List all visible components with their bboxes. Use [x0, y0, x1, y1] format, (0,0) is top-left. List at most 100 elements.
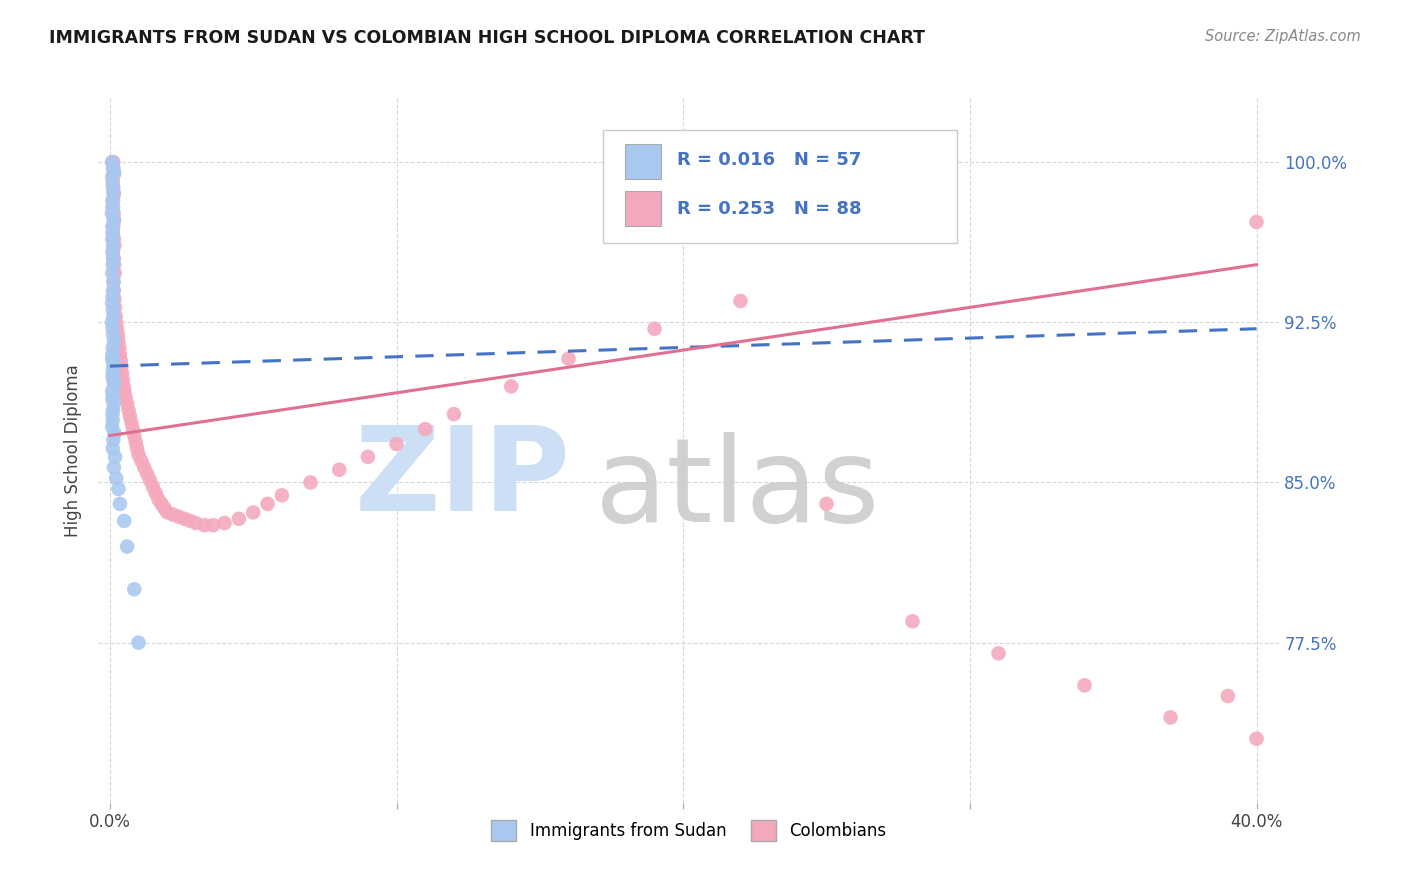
Y-axis label: High School Diploma: High School Diploma — [65, 364, 83, 537]
Point — [101, 322, 124, 336]
Point — [901, 615, 924, 629]
Point — [202, 518, 225, 533]
Point — [103, 232, 125, 246]
Point — [101, 206, 124, 220]
Point — [443, 407, 465, 421]
Point — [103, 166, 125, 180]
Point — [128, 635, 150, 649]
Point — [1160, 710, 1182, 724]
Point — [101, 420, 124, 434]
Point — [193, 518, 215, 533]
Point — [101, 155, 124, 169]
Point — [105, 315, 128, 329]
Point — [118, 409, 141, 424]
Point — [114, 390, 136, 404]
Point — [103, 334, 125, 349]
Point — [214, 516, 236, 530]
Point — [101, 170, 124, 185]
Point — [101, 174, 124, 188]
Point — [103, 252, 125, 266]
Point — [150, 497, 173, 511]
Point — [730, 293, 752, 308]
Point — [103, 377, 125, 392]
Point — [101, 442, 124, 456]
Point — [103, 161, 125, 176]
Point — [256, 497, 278, 511]
Point — [128, 448, 150, 462]
Point — [101, 403, 124, 417]
Point — [105, 322, 128, 336]
Point — [139, 474, 162, 488]
Point — [110, 360, 132, 375]
Point — [108, 497, 131, 511]
Point — [242, 505, 264, 519]
Point — [162, 508, 184, 522]
Point — [103, 283, 125, 297]
Point — [117, 403, 139, 417]
Point — [112, 384, 135, 398]
Point — [299, 475, 322, 490]
Point — [228, 512, 250, 526]
Point — [1246, 731, 1268, 746]
Point — [1216, 689, 1239, 703]
Point — [115, 540, 138, 554]
Point — [104, 301, 127, 315]
Point — [103, 181, 125, 195]
Point — [101, 351, 124, 366]
Point — [1246, 215, 1268, 229]
Point — [101, 347, 124, 361]
Point — [101, 200, 124, 214]
Point — [103, 433, 125, 447]
Point — [413, 422, 436, 436]
Point — [101, 238, 124, 252]
Point — [103, 460, 125, 475]
Point — [112, 514, 135, 528]
Bar — [626, 191, 661, 227]
Text: ZIP: ZIP — [354, 421, 571, 536]
Point — [101, 178, 124, 193]
Point — [121, 422, 143, 436]
Point — [987, 646, 1010, 660]
Point — [644, 322, 666, 336]
Point — [101, 315, 124, 329]
Point — [105, 471, 128, 485]
Point — [101, 341, 124, 355]
Point — [101, 200, 124, 214]
Point — [501, 379, 523, 393]
Point — [107, 334, 129, 349]
Point — [103, 155, 125, 169]
Text: R = 0.253   N = 88: R = 0.253 N = 88 — [678, 201, 862, 219]
Point — [103, 185, 125, 199]
Point — [127, 442, 149, 456]
Point — [122, 582, 145, 597]
Text: R = 0.016   N = 57: R = 0.016 N = 57 — [678, 151, 862, 169]
Point — [101, 258, 124, 272]
Point — [101, 328, 124, 343]
Point — [156, 505, 179, 519]
Point — [101, 219, 124, 234]
Point — [103, 219, 125, 234]
Point — [131, 454, 153, 468]
Point — [103, 292, 125, 306]
Point — [103, 426, 125, 441]
Point — [122, 428, 145, 442]
Point — [125, 434, 148, 449]
Point — [101, 368, 124, 383]
Point — [103, 258, 125, 272]
Point — [101, 296, 124, 310]
Point — [103, 275, 125, 289]
Point — [101, 302, 124, 317]
Point — [101, 290, 124, 304]
Point — [101, 384, 124, 398]
Point — [104, 450, 127, 464]
Point — [103, 187, 125, 202]
Point — [142, 480, 165, 494]
Point — [357, 450, 380, 464]
Point — [101, 155, 124, 169]
Point — [104, 309, 127, 323]
Point — [184, 516, 207, 530]
Point — [385, 437, 408, 451]
Point — [173, 512, 195, 526]
Point — [167, 509, 190, 524]
Point — [136, 467, 159, 481]
